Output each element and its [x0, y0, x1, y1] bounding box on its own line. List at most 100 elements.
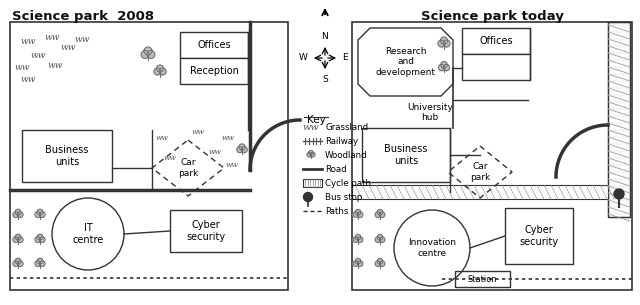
Text: Offices: Offices	[197, 40, 231, 50]
Circle shape	[380, 261, 385, 267]
Circle shape	[39, 237, 45, 242]
Text: Car
park: Car park	[178, 158, 198, 178]
Bar	[608, 22, 630, 217]
Circle shape	[441, 62, 447, 68]
Circle shape	[157, 65, 163, 72]
Text: Woodland: Woodland	[325, 150, 367, 160]
Text: ww: ww	[20, 38, 36, 46]
Text: Science park today: Science park today	[420, 10, 563, 23]
Circle shape	[355, 258, 361, 264]
Circle shape	[380, 237, 385, 242]
Circle shape	[17, 261, 23, 267]
Circle shape	[355, 235, 361, 240]
Circle shape	[377, 235, 383, 240]
Text: Bus stop: Bus stop	[325, 192, 362, 202]
Circle shape	[443, 40, 450, 47]
Circle shape	[13, 237, 19, 242]
Text: Cyber
security: Cyber security	[520, 225, 559, 247]
Bar	[608, 22, 630, 217]
Text: Business
units: Business units	[45, 145, 89, 167]
Circle shape	[353, 212, 359, 217]
Bar	[462, 54, 530, 80]
Text: S: S	[322, 75, 328, 84]
Text: Paths: Paths	[325, 206, 348, 216]
Circle shape	[141, 51, 149, 59]
Circle shape	[357, 261, 363, 267]
Text: ww: ww	[163, 154, 177, 162]
Circle shape	[377, 210, 383, 215]
Text: ww: ww	[303, 123, 319, 131]
Bar	[362, 128, 450, 182]
Circle shape	[154, 68, 161, 75]
Bar	[170, 210, 242, 252]
Text: Business
units: Business units	[384, 144, 428, 166]
Circle shape	[159, 68, 166, 75]
Circle shape	[307, 152, 312, 157]
Text: Grassland: Grassland	[325, 123, 368, 131]
Bar	[22, 130, 112, 182]
Text: Reception: Reception	[189, 66, 239, 76]
Circle shape	[310, 152, 315, 157]
Circle shape	[614, 189, 624, 199]
Circle shape	[357, 212, 363, 217]
Circle shape	[239, 144, 245, 150]
Bar	[180, 58, 248, 84]
Circle shape	[438, 40, 445, 47]
Bar	[352, 22, 632, 290]
Text: ww: ww	[14, 63, 29, 73]
Circle shape	[440, 37, 447, 44]
Text: W: W	[299, 53, 308, 63]
Text: ww: ww	[47, 60, 63, 70]
Text: ww: ww	[221, 134, 234, 142]
Circle shape	[443, 64, 449, 71]
Circle shape	[241, 147, 247, 152]
Circle shape	[380, 212, 385, 217]
Circle shape	[15, 234, 21, 240]
Circle shape	[37, 234, 43, 240]
Text: ww: ww	[30, 51, 45, 59]
Circle shape	[144, 47, 152, 55]
Circle shape	[357, 237, 363, 242]
Text: University
hub: University hub	[407, 103, 453, 122]
Circle shape	[375, 261, 381, 267]
Text: Station: Station	[467, 274, 497, 284]
Circle shape	[237, 147, 243, 152]
Circle shape	[39, 261, 45, 267]
Circle shape	[13, 261, 19, 267]
Circle shape	[17, 237, 23, 242]
Bar	[180, 32, 248, 58]
Text: E: E	[342, 53, 348, 63]
Bar	[505, 208, 573, 264]
Circle shape	[15, 209, 21, 215]
Text: Science park  2008: Science park 2008	[12, 10, 154, 23]
Circle shape	[375, 237, 381, 242]
Circle shape	[35, 237, 41, 242]
Circle shape	[303, 192, 312, 202]
Circle shape	[35, 212, 41, 217]
Text: IT
centre: IT centre	[72, 223, 104, 245]
Text: ww: ww	[156, 134, 168, 142]
Circle shape	[37, 209, 43, 215]
Circle shape	[438, 64, 445, 71]
Text: N: N	[322, 32, 328, 41]
Text: Railway: Railway	[325, 137, 358, 145]
Text: Cyber
security: Cyber security	[186, 220, 225, 242]
Circle shape	[355, 210, 361, 215]
Circle shape	[377, 258, 383, 264]
Text: Key: Key	[307, 115, 325, 125]
Circle shape	[353, 237, 359, 242]
Circle shape	[375, 212, 381, 217]
Bar	[352, 185, 608, 199]
Circle shape	[13, 212, 19, 217]
Circle shape	[17, 212, 23, 217]
Text: ww: ww	[44, 34, 60, 42]
Text: Road: Road	[325, 164, 347, 174]
Text: ww: ww	[191, 128, 205, 136]
Circle shape	[37, 258, 43, 264]
Circle shape	[353, 261, 359, 267]
Text: Offices: Offices	[479, 36, 513, 46]
Bar	[455, 271, 510, 287]
Circle shape	[39, 212, 45, 217]
Text: ww: ww	[60, 44, 76, 52]
Text: ww: ww	[225, 161, 239, 169]
